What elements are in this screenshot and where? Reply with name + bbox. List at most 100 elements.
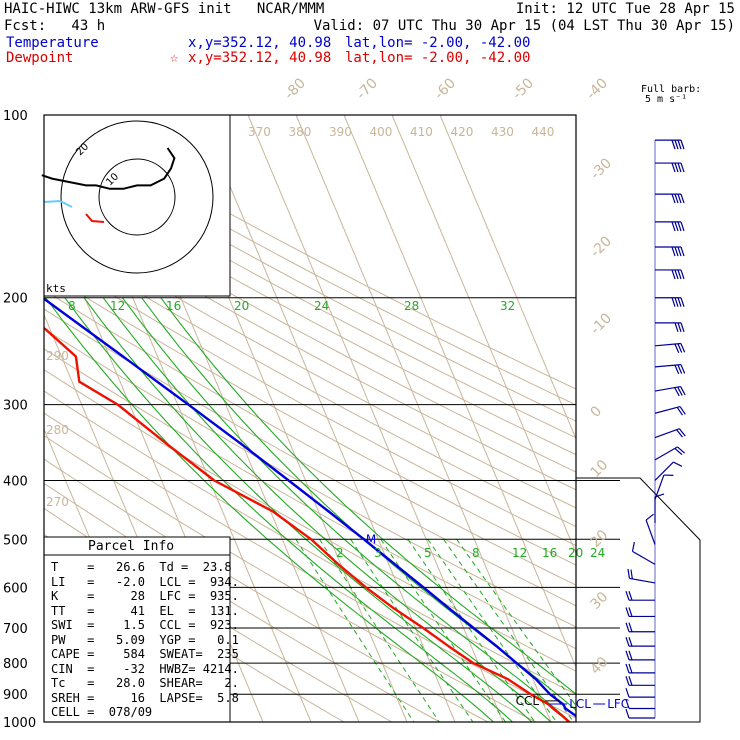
mixing-ratio-label: 5	[424, 546, 432, 560]
wind-barb	[625, 636, 655, 647]
wind-barb	[654, 342, 686, 353]
dry-adiabat-line	[44, 390, 576, 695]
mixing-ratio-label: 16	[542, 546, 557, 560]
dry-adiabat-label: 370	[248, 125, 271, 139]
barb-flag	[625, 591, 630, 601]
wind-barb	[654, 493, 665, 523]
barb-legend-line2: 5 m s⁻¹	[645, 94, 688, 105]
hodograph-box	[43, 114, 231, 297]
wind-barb	[645, 513, 656, 545]
parcel-info-row: T = 26.6 Td = 23.8	[51, 560, 232, 574]
parcel-info-row: CAPE = 584 SWEAT= 235	[51, 647, 239, 661]
lfc-label: LFC	[607, 697, 629, 711]
isotherm-label: -30	[588, 155, 615, 182]
isotherm-label: -70	[354, 75, 381, 102]
barb-flag	[680, 246, 685, 257]
header-title: HAIC-HIWC 13km ARW-GFS init NCAR/MMM	[4, 1, 325, 17]
mixing-ratio-label: 8	[472, 546, 480, 560]
isotherm-line	[295, 115, 552, 722]
wind-barb	[655, 139, 685, 150]
barb-flag	[674, 193, 679, 204]
barb-flag	[680, 221, 685, 232]
barb-flag	[671, 162, 676, 173]
dewpoint-star-icon: ☆	[170, 50, 179, 66]
dry-adiabat-line	[44, 200, 576, 491]
mixing-ratio-label: 24	[314, 299, 329, 313]
parcel-info-row: LI = -2.0 LCL = 934.	[51, 574, 239, 589]
barb-flag	[677, 297, 682, 307]
barb-flag	[628, 622, 633, 632]
ccl-label: CCL	[516, 694, 540, 708]
barb-flag	[630, 569, 633, 580]
barb-flag	[625, 699, 630, 709]
barb-panel-frame	[576, 477, 701, 723]
wind-barb	[655, 269, 685, 280]
barb-flag	[671, 193, 676, 204]
pressure-label: 100	[3, 109, 28, 124]
dewpoint-xy: x,y=352.12, 40.98	[188, 50, 332, 66]
barb-flag	[679, 406, 686, 415]
mixing-ratio-label: 8	[68, 299, 76, 313]
barb-flag	[625, 650, 630, 661]
dry-adiabat-line	[44, 217, 576, 509]
barb-flag	[680, 193, 685, 204]
mixing-ratio-label: 20	[234, 299, 249, 313]
barb-shaft	[654, 405, 681, 414]
barb-flag	[677, 322, 682, 333]
mixing-ratio-label: 28	[404, 299, 419, 313]
barb-flag	[680, 162, 685, 173]
wind-barb	[625, 607, 655, 618]
temperature-xy: x,y=352.12, 40.98	[188, 35, 332, 51]
dry-adiabat-line	[44, 270, 576, 566]
barb-flag	[680, 364, 686, 374]
pressure-label: 900	[3, 688, 28, 703]
barb-shaft	[645, 519, 656, 545]
isotherm-label: -40	[584, 75, 611, 102]
dry-adiabat-line	[44, 136, 576, 422]
barb-flag	[674, 364, 680, 375]
header-init: Init: 12 UTC Tue 28 Apr 15	[515, 1, 735, 17]
pressure-label: 700	[3, 622, 28, 637]
wind-barbs	[625, 139, 686, 719]
barb-flag	[674, 139, 679, 150]
mixing-ratio-label: 3	[374, 546, 382, 560]
header-fcst: Fcst: 43 h	[4, 18, 106, 34]
wind-barb	[654, 364, 686, 375]
barb-shaft	[654, 385, 681, 392]
barb-legend-line1: Full barb:	[641, 84, 702, 95]
lcl-label: LCL	[569, 697, 591, 711]
wind-barb	[631, 541, 656, 565]
mixing-ratio-line	[456, 539, 576, 707]
wind-barb	[625, 708, 655, 719]
dry-adiabat-label: 440	[532, 125, 555, 139]
hodograph-trace	[41, 147, 176, 190]
wind-barb	[655, 162, 685, 173]
level-markers: ELMCCLLCLLFC	[366, 532, 629, 711]
pressure-label: 400	[3, 474, 28, 489]
dry-adiabat-label: 290	[46, 349, 69, 363]
mixing-ratio-line	[443, 539, 575, 722]
barb-flag	[677, 162, 682, 173]
hodograph-ring-inner	[98, 158, 176, 236]
barb-flag	[673, 461, 683, 467]
dry-adiabat-line	[44, 289, 576, 586]
barb-flag	[671, 246, 676, 257]
mixing-ratio-label: 16	[166, 299, 181, 313]
wind-barb	[625, 687, 655, 698]
parcel-info-row: SWI = 1.5 CCL = 923.	[51, 618, 239, 632]
mixing-ratio-line	[380, 539, 506, 722]
barb-flag	[671, 297, 676, 307]
hodograph-units: kts	[46, 282, 66, 295]
parcel-info-title: Parcel Info	[88, 539, 175, 554]
wind-barb	[625, 650, 655, 661]
temperature-profile-line	[44, 297, 576, 718]
parcel-info-panel	[43, 536, 231, 723]
profile-series	[44, 297, 576, 722]
barb-flag	[674, 297, 679, 307]
mixing-ratio-label: 12	[512, 546, 527, 560]
barb-flag	[625, 607, 630, 617]
barb-flag	[671, 221, 676, 232]
barb-flag	[671, 139, 676, 150]
plot-frame	[43, 114, 577, 723]
